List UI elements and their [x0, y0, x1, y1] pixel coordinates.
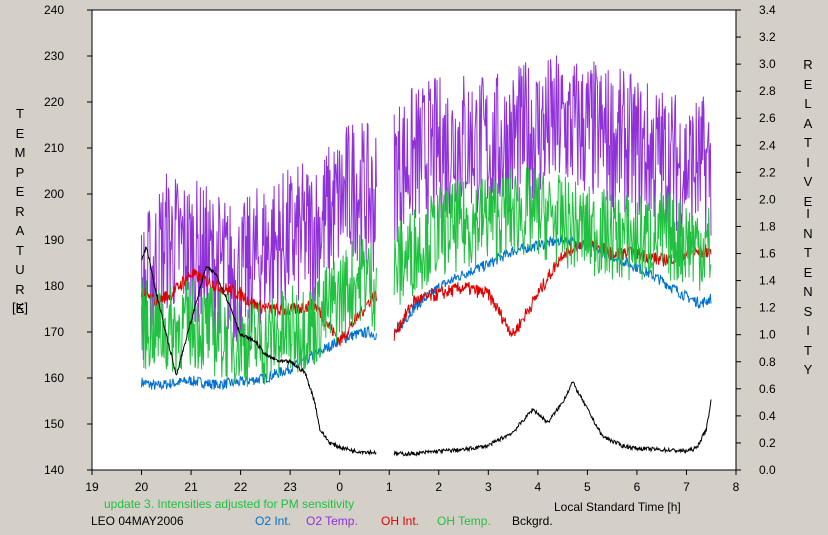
x-axis-title: Local Standard Time [h]: [554, 500, 681, 514]
x-tick-label: 8: [733, 480, 740, 494]
y-left-tick-label: 150: [44, 417, 64, 431]
series-line: [393, 234, 712, 336]
x-tick-label: 21: [184, 480, 198, 494]
y-right-tick-label: 3.4: [759, 3, 776, 17]
y-right-tick-label: 1.6: [759, 247, 776, 261]
y-right-tick-label: 1.8: [759, 219, 776, 233]
legend-item: O2 Int.: [255, 514, 292, 528]
y-axis-left-unit: [K]: [12, 300, 28, 315]
y-right-tick-label: 1.0: [759, 328, 776, 342]
y-right-tick-label: 3.2: [759, 30, 776, 44]
y-right-tick-label: 2.8: [759, 84, 776, 98]
y-right-tick-label: 0.8: [759, 355, 776, 369]
x-tick-label: 7: [683, 480, 690, 494]
series-line: [393, 381, 712, 457]
y-left-tick-label: 220: [44, 95, 64, 109]
axes: 19 20 21 22 23 0 1 2 3 4 5 6 7 8140150160170180190200…: [44, 3, 776, 494]
y-left-tick-label: 170: [44, 325, 64, 339]
x-tick-label: 2: [435, 480, 442, 494]
x-tick-label: 6: [634, 480, 641, 494]
annotation-text: update 3. Intensities adjusted for PM se…: [104, 497, 355, 511]
series-line: [141, 246, 377, 457]
y-left-tick-label: 240: [44, 3, 64, 17]
series-line: [141, 234, 377, 387]
x-tick-label: 5: [584, 480, 591, 494]
y-right-tick-label: 2.4: [759, 138, 776, 152]
y-right-tick-label: 2.0: [759, 192, 776, 206]
y-right-tick-label: 3.0: [759, 57, 776, 71]
x-tick-label: 0: [336, 480, 343, 494]
y-right-tick-label: 0.0: [759, 463, 776, 477]
x-tick-label: 4: [535, 480, 542, 494]
series-line: [141, 123, 377, 360]
y-right-tick-label: 0.2: [759, 436, 776, 450]
legend-item: OH Int.: [381, 514, 420, 528]
series-line: [141, 325, 377, 391]
y-right-tick-label: 1.4: [759, 274, 776, 288]
y-left-tick-label: 180: [44, 279, 64, 293]
x-tick-label: 1: [386, 480, 393, 494]
station-label: LEO 04MAY2006: [91, 514, 184, 528]
y-left-tick-label: 140: [44, 463, 64, 477]
y-left-tick-label: 210: [44, 141, 64, 155]
series-line: [393, 234, 712, 341]
series-line: [393, 167, 712, 305]
legend-item: O2 Temp.: [306, 514, 358, 528]
y-left-tick-label: 230: [44, 49, 64, 63]
y-right-tick-label: 2.6: [759, 111, 776, 125]
legend-item: Bckgrd.: [512, 514, 553, 528]
x-tick-label: 20: [135, 480, 149, 494]
y-right-tick-label: 1.2: [759, 301, 776, 315]
y-left-tick-label: 190: [44, 233, 64, 247]
x-tick-label: 3: [485, 480, 492, 494]
x-tick-label: 23: [283, 480, 297, 494]
legend-item: OH Temp.: [437, 514, 491, 528]
y-left-tick-label: 160: [44, 371, 64, 385]
x-tick-label: 22: [234, 480, 248, 494]
y-left-tick-label: 200: [44, 187, 64, 201]
series-group: [141, 55, 712, 457]
y-right-tick-label: 2.2: [759, 165, 776, 179]
y-right-tick-label: 0.4: [759, 409, 776, 423]
y-right-tick-label: 0.6: [759, 382, 776, 396]
x-tick-label: 19: [85, 480, 99, 494]
